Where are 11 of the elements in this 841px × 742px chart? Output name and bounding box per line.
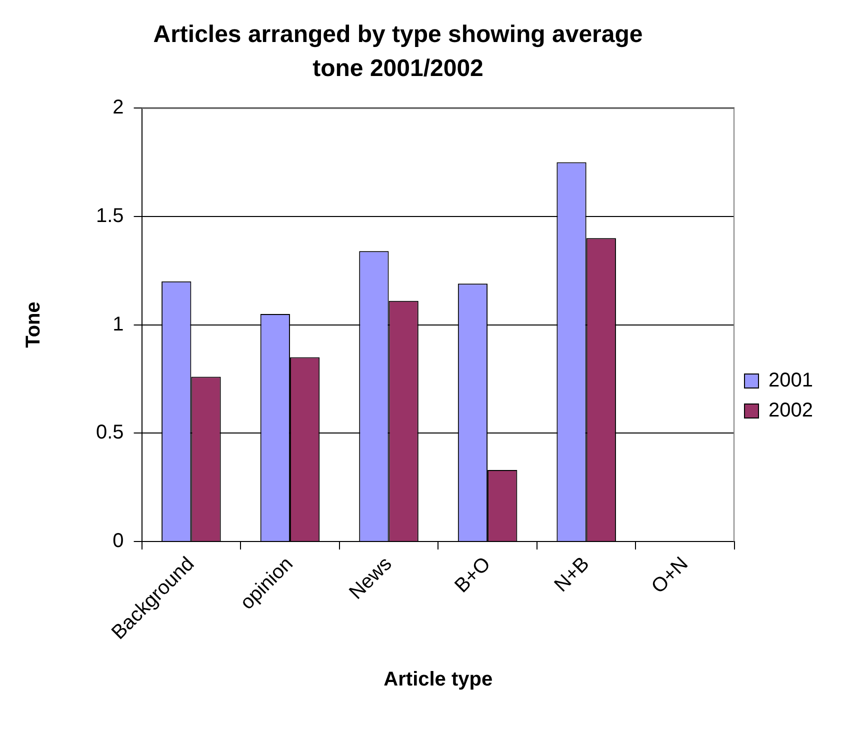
legend-label: 2002 bbox=[768, 400, 814, 422]
y-tick-label: 1 bbox=[112, 313, 124, 336]
chart-title: Articles arranged by type showing average tone 2001/2002 bbox=[152, 20, 644, 84]
y-tick-label: 0.5 bbox=[96, 422, 124, 444]
y-axis-title: Tone bbox=[22, 302, 45, 348]
x-axis-title: Article type bbox=[384, 668, 493, 691]
legend-label: 2001 bbox=[768, 370, 814, 392]
y-tick-label: 1.5 bbox=[96, 204, 124, 227]
y-tick-label: 0 bbox=[112, 530, 124, 552]
y-tick-label: 2 bbox=[112, 96, 124, 119]
x-tick-label: N+B bbox=[550, 552, 594, 596]
